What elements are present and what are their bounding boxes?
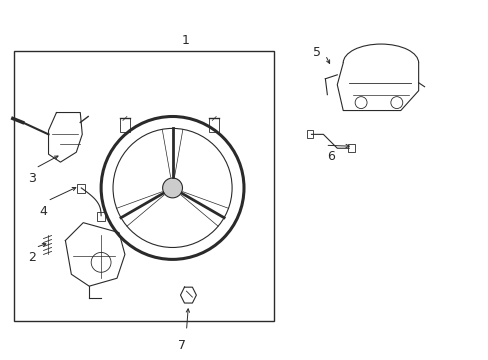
Text: 1: 1 [181,34,189,47]
Bar [120,118,130,132]
Bar [209,118,219,132]
Bar [77,184,85,193]
Text: 4: 4 [40,205,47,218]
Text: 2: 2 [28,251,36,265]
Text: 6: 6 [326,150,335,163]
Bar [14,51,273,321]
Ellipse shape [163,178,182,198]
Bar [347,144,354,152]
Text: 5: 5 [313,46,321,59]
Text: 3: 3 [28,172,36,185]
Bar [97,212,105,221]
Bar [306,130,313,138]
Text: 7: 7 [178,339,186,352]
